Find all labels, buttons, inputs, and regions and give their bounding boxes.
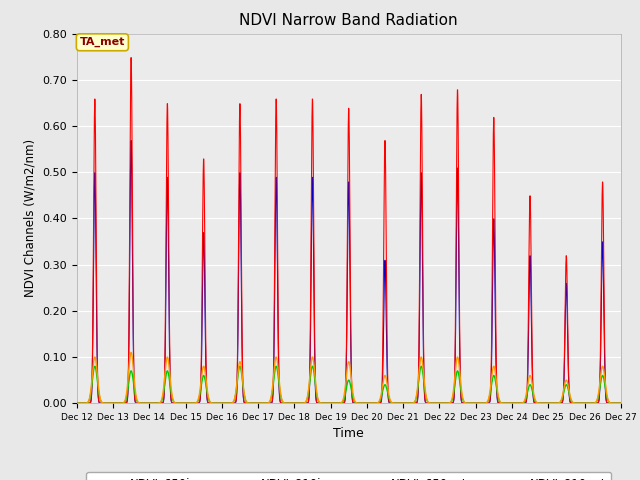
Y-axis label: NDVI Channels (W/m2/nm): NDVI Channels (W/m2/nm) [24,139,36,298]
Text: TA_met: TA_met [80,37,125,48]
X-axis label: Time: Time [333,428,364,441]
Title: NDVI Narrow Band Radiation: NDVI Narrow Band Radiation [239,13,458,28]
Legend: NDVI_650in, NDVI_810in, NDVI_650out, NDVI_810out: NDVI_650in, NDVI_810in, NDVI_650out, NDV… [86,472,611,480]
